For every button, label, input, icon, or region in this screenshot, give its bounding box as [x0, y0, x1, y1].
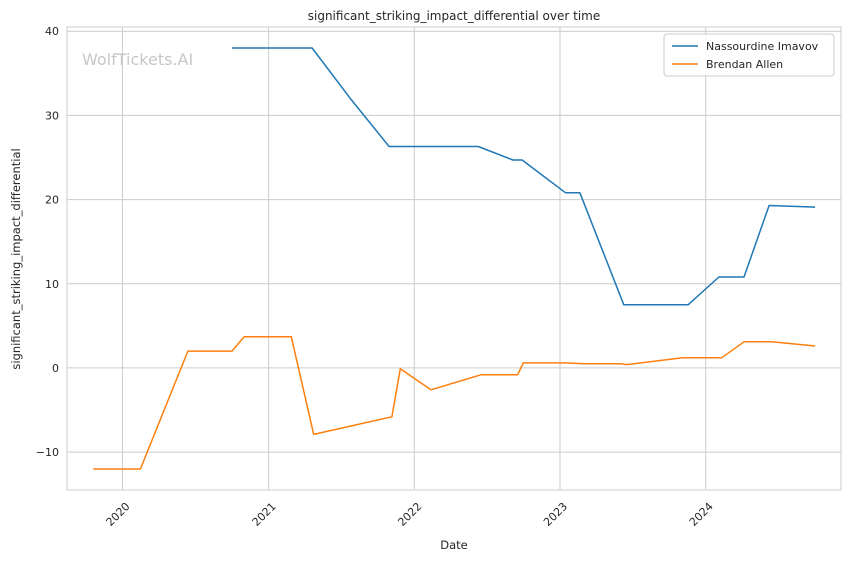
- y-tick-label: 10: [45, 278, 59, 291]
- x-tick-label: 2024: [687, 500, 716, 529]
- series-line-brendan-allen: [93, 336, 816, 470]
- legend-label-brendan-allen: Brendan Allen: [706, 58, 783, 71]
- x-axis-label: Date: [440, 538, 468, 552]
- chart-title: significant_striking_impact_differential…: [308, 9, 600, 23]
- y-tick-label: −10: [36, 446, 59, 459]
- legend-label-nassourdine-imavov: Nassourdine Imavov: [706, 40, 819, 53]
- x-tick-label: 2023: [541, 500, 570, 529]
- y-tick-label: 40: [45, 25, 59, 38]
- y-tick-label: 30: [45, 109, 59, 122]
- legend-box: [663, 33, 835, 77]
- y-tick-label: 0: [52, 362, 59, 375]
- y-axis-label: significant_striking_impact_differential: [9, 148, 23, 369]
- series-line-nassourdine-imavov: [231, 47, 816, 306]
- x-tick-label: 2021: [250, 500, 279, 529]
- plot-frame: [66, 26, 842, 491]
- watermark: WolfTickets.AI: [82, 50, 193, 69]
- y-tick-labels: −10 0 10 20 30 40: [36, 25, 59, 459]
- grid-layer: [67, 27, 841, 490]
- x-tick-labels: 2020 2021 2022 2023 2024: [104, 500, 716, 529]
- x-tick-label: 2022: [395, 500, 424, 529]
- series-layer: [93, 47, 816, 470]
- legend: Nassourdine Imavov Brendan Allen: [663, 33, 835, 77]
- x-tick-label: 2020: [104, 500, 133, 529]
- y-tick-label: 20: [45, 194, 59, 207]
